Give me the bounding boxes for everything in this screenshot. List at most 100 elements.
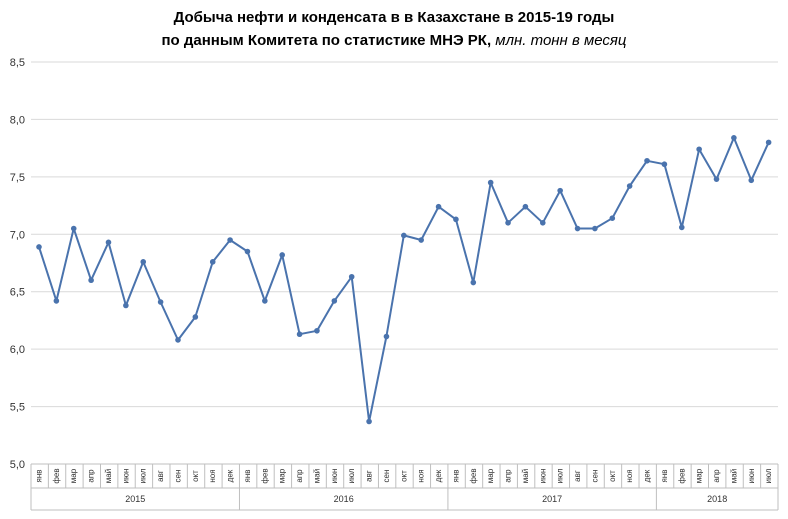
x-tick-label: апр [87, 469, 96, 483]
chart-title-line1: Добыча нефти и конденсата в в Казахстане… [173, 9, 615, 26]
year-label: 2017 [542, 494, 562, 504]
x-tick-label: июн [330, 469, 339, 484]
x-tick-label: мар [69, 468, 78, 483]
x-tick-label: июл [764, 468, 773, 483]
x-tick-label: мар [278, 468, 287, 483]
x-tick-label: июн [747, 469, 756, 484]
y-tick-label: 7,0 [10, 229, 25, 241]
year-label: 2015 [125, 494, 145, 504]
data-point [418, 237, 424, 243]
x-tick-label: апр [295, 469, 304, 483]
data-point [244, 248, 251, 255]
data-point [661, 161, 668, 168]
x-tick-label: май [312, 469, 321, 483]
data-point [175, 337, 181, 343]
data-point [557, 187, 563, 194]
x-tick-label: май [729, 469, 738, 483]
data-point [105, 239, 112, 246]
x-tick-label: окт [399, 470, 408, 482]
data-point [592, 225, 598, 232]
x-tick-label: янв [451, 470, 460, 483]
data-point [53, 298, 60, 304]
data-point [123, 302, 129, 309]
x-tick-label: окт [191, 470, 200, 482]
data-point [522, 203, 529, 210]
data-point [574, 225, 581, 232]
data-point [678, 224, 685, 231]
data-point [401, 232, 407, 239]
year-label: 2018 [707, 494, 727, 504]
data-point [314, 327, 320, 334]
data-point [609, 215, 616, 222]
data-point [435, 203, 442, 210]
x-tick-label: фев [469, 468, 478, 483]
y-tick-label: 6,0 [10, 344, 25, 356]
x-tick-label: май [104, 469, 113, 483]
x-tick-label: сен [382, 470, 391, 483]
x-tick-label: авг [573, 470, 582, 482]
data-point [383, 333, 390, 340]
y-tick-label: 8,0 [10, 114, 25, 126]
data-point [209, 259, 216, 265]
x-tick-label: фев [52, 468, 61, 483]
series-line [38, 136, 770, 423]
data-point [331, 298, 338, 304]
x-tick-label: июл [556, 468, 565, 483]
year-label: 2016 [334, 494, 354, 504]
x-tick-label: янв [35, 470, 44, 483]
x-tick-label: фев [677, 468, 686, 483]
data-point [157, 299, 164, 305]
data-point [696, 146, 702, 153]
y-tick-label: 8,5 [10, 57, 25, 69]
data-point [366, 418, 372, 425]
data-point [731, 135, 737, 141]
x-tick-label: окт [608, 470, 617, 482]
data-point [748, 177, 755, 184]
x-tick-label: дек [434, 469, 443, 482]
x-tick-label: янв [243, 470, 252, 483]
x-tick-label: июн [538, 469, 547, 484]
x-tick-label: дек [226, 469, 235, 482]
x-tick-label: сен [173, 470, 182, 483]
data-point [227, 237, 233, 243]
x-tick-label: авг [156, 470, 165, 482]
data-point [487, 179, 494, 186]
data-point [279, 252, 286, 258]
x-tick-label: ноя [417, 469, 426, 482]
chart-title: Добыча нефти и конденсата в в Казахстане… [0, 6, 788, 52]
data-point [505, 220, 511, 226]
data-point [296, 331, 303, 338]
data-point [644, 157, 650, 164]
data-point [626, 183, 633, 189]
x-tick-label: авг [365, 470, 374, 482]
x-tick-label: мар [695, 468, 704, 483]
x-tick-label: сен [590, 470, 599, 483]
x-tick-label: июл [347, 468, 356, 483]
data-point [539, 220, 546, 226]
data-point [140, 259, 147, 265]
data-point [453, 216, 459, 223]
x-tick-label: июн [121, 469, 130, 484]
x-tick-label: май [521, 469, 530, 483]
data-point [765, 139, 772, 146]
data-point [192, 314, 199, 320]
x-tick-label: июл [139, 468, 148, 483]
x-tick-label: дек [643, 469, 652, 482]
data-point [70, 225, 77, 232]
x-tick-label: фев [260, 468, 269, 483]
data-point [713, 176, 720, 182]
data-point [36, 244, 42, 250]
y-tick-label: 5,5 [10, 402, 25, 414]
x-tick-label: апр [504, 469, 513, 483]
x-tick-label: янв [660, 470, 669, 483]
y-tick-label: 5,0 [10, 459, 25, 471]
data-point [348, 273, 355, 280]
chart-title-line2: по данным Комитета по статистике МНЭ РК, [161, 32, 492, 49]
x-tick-label: ноя [625, 469, 634, 482]
x-tick-label: апр [712, 469, 721, 483]
data-point [88, 277, 94, 284]
chart-title-unit: млн. тонн в месяц [491, 32, 627, 49]
data-point [470, 279, 477, 286]
y-tick-label: 7,5 [10, 172, 25, 184]
y-tick-label: 6,5 [10, 287, 25, 299]
